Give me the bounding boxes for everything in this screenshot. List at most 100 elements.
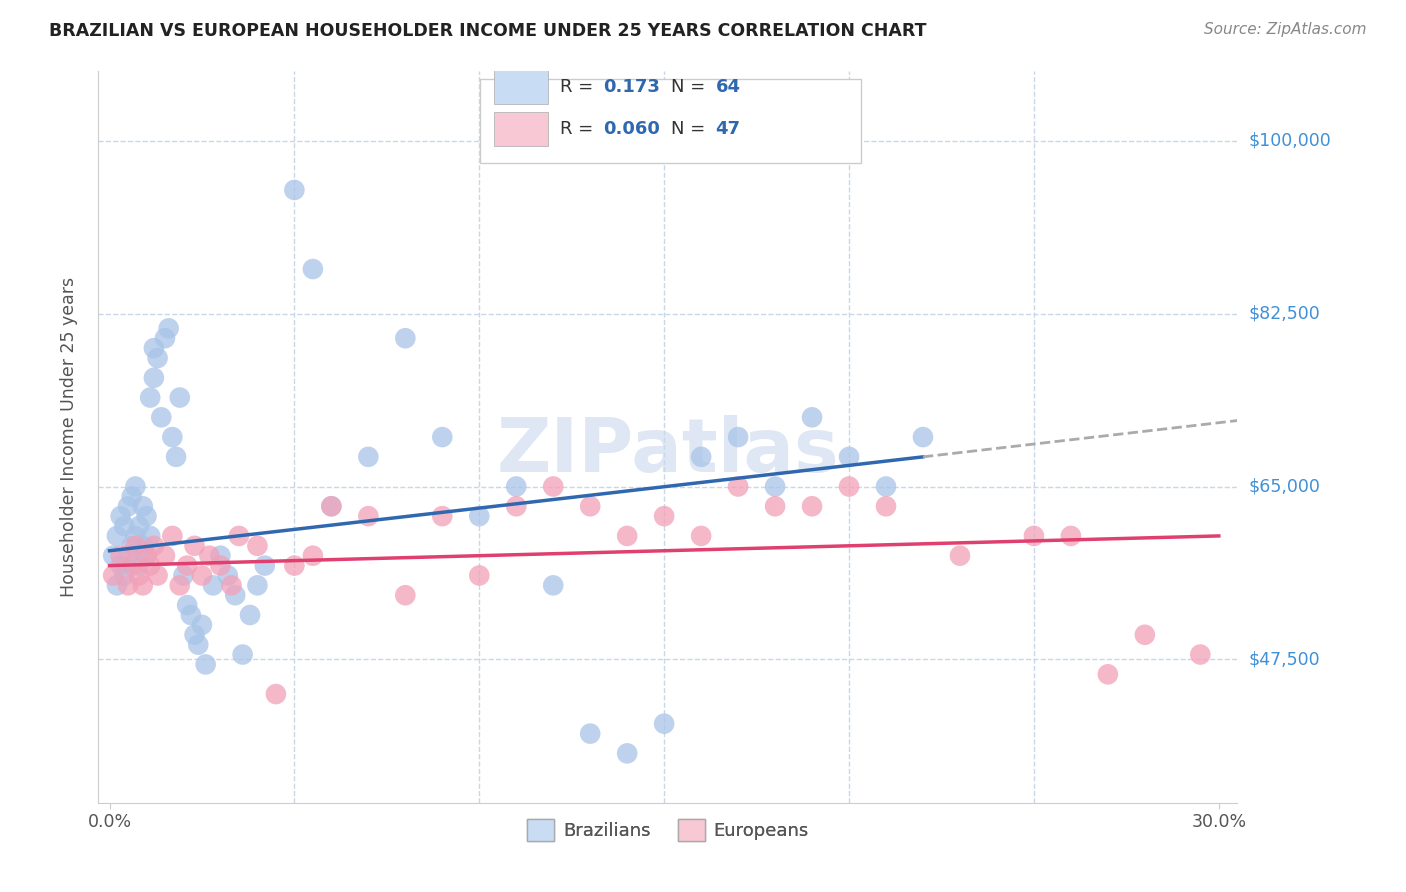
- Point: [875, 500, 897, 514]
- Point: [1189, 648, 1212, 662]
- Point: [198, 549, 221, 563]
- Point: [124, 479, 146, 493]
- Point: [801, 500, 824, 514]
- Point: [321, 500, 343, 514]
- Point: [142, 539, 165, 553]
- Text: R =: R =: [560, 120, 599, 138]
- Point: [616, 747, 638, 761]
- Point: [132, 539, 155, 553]
- Point: [505, 479, 527, 493]
- Legend: Brazilians, Europeans: Brazilians, Europeans: [520, 812, 815, 848]
- Point: [169, 578, 191, 592]
- Point: [541, 578, 564, 592]
- Point: [194, 657, 217, 672]
- Y-axis label: Householder Income Under 25 years: Householder Income Under 25 years: [59, 277, 77, 597]
- Point: [128, 519, 150, 533]
- Point: [112, 519, 135, 533]
- Point: [103, 549, 125, 563]
- Point: [690, 450, 713, 464]
- Point: [121, 539, 143, 553]
- Point: [763, 479, 786, 493]
- Point: [139, 529, 162, 543]
- Point: [176, 598, 198, 612]
- Point: [357, 450, 380, 464]
- Point: [432, 430, 454, 444]
- Point: [162, 529, 184, 543]
- Point: [110, 549, 132, 563]
- Point: [139, 391, 162, 405]
- FancyBboxPatch shape: [494, 70, 548, 103]
- Point: [176, 558, 198, 573]
- Point: [302, 262, 325, 277]
- Point: [202, 578, 225, 592]
- Text: 0.173: 0.173: [603, 78, 659, 96]
- Point: [135, 509, 157, 524]
- Point: [228, 529, 250, 543]
- Point: [191, 618, 214, 632]
- Point: [302, 549, 325, 563]
- Point: [121, 489, 143, 503]
- Point: [132, 500, 155, 514]
- Point: [253, 558, 276, 573]
- Point: [180, 607, 202, 622]
- Point: [132, 578, 155, 592]
- Point: [128, 568, 150, 582]
- Text: $100,000: $100,000: [1249, 131, 1331, 150]
- Point: [652, 509, 675, 524]
- Text: 0.060: 0.060: [603, 120, 659, 138]
- Point: [838, 450, 860, 464]
- Point: [468, 568, 491, 582]
- Point: [283, 558, 305, 573]
- Point: [224, 588, 246, 602]
- Point: [763, 500, 786, 514]
- FancyBboxPatch shape: [479, 78, 862, 163]
- Point: [157, 321, 180, 335]
- Text: Source: ZipAtlas.com: Source: ZipAtlas.com: [1204, 22, 1367, 37]
- Point: [103, 568, 125, 582]
- Point: [146, 568, 169, 582]
- Point: [139, 558, 162, 573]
- Point: [801, 410, 824, 425]
- Point: [246, 578, 269, 592]
- Point: [105, 529, 128, 543]
- Point: [357, 509, 380, 524]
- Point: [110, 509, 132, 524]
- Point: [183, 628, 205, 642]
- Point: [135, 549, 157, 563]
- Point: [949, 549, 972, 563]
- Point: [162, 430, 184, 444]
- Point: [183, 539, 205, 553]
- Point: [221, 578, 243, 592]
- Point: [239, 607, 262, 622]
- Point: [110, 558, 132, 573]
- Point: [105, 578, 128, 592]
- Point: [579, 726, 602, 740]
- Point: [1097, 667, 1119, 681]
- Point: [727, 430, 749, 444]
- Point: [468, 509, 491, 524]
- Text: R =: R =: [560, 78, 599, 96]
- Text: BRAZILIAN VS EUROPEAN HOUSEHOLDER INCOME UNDER 25 YEARS CORRELATION CHART: BRAZILIAN VS EUROPEAN HOUSEHOLDER INCOME…: [49, 22, 927, 40]
- Point: [117, 549, 139, 563]
- Text: $47,500: $47,500: [1249, 650, 1320, 668]
- Point: [112, 568, 135, 582]
- Point: [394, 588, 416, 602]
- Point: [191, 568, 214, 582]
- Point: [232, 648, 254, 662]
- Point: [217, 568, 239, 582]
- Text: N =: N =: [671, 78, 711, 96]
- Point: [394, 331, 416, 345]
- Point: [165, 450, 187, 464]
- Point: [150, 410, 173, 425]
- Point: [283, 183, 305, 197]
- Point: [142, 371, 165, 385]
- Point: [652, 716, 675, 731]
- Point: [690, 529, 713, 543]
- Point: [505, 500, 527, 514]
- Point: [875, 479, 897, 493]
- Point: [911, 430, 934, 444]
- Point: [209, 558, 232, 573]
- Point: [142, 341, 165, 355]
- Point: [209, 549, 232, 563]
- Text: 47: 47: [716, 120, 741, 138]
